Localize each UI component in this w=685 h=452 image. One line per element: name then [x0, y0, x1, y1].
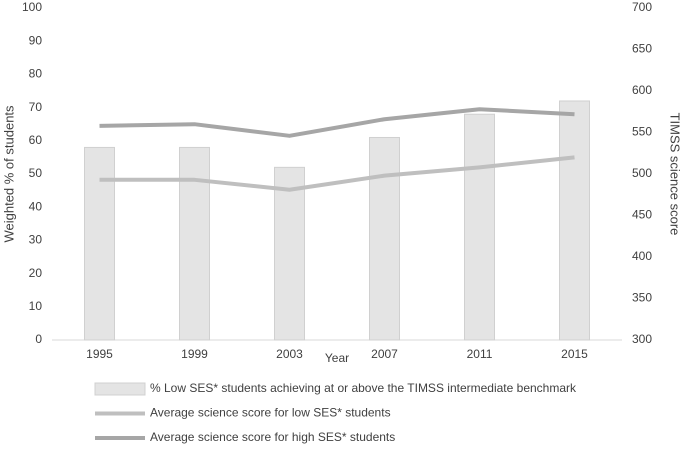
legend-swatch — [94, 382, 146, 396]
bar — [274, 166, 305, 341]
y-tick-label: 60 — [29, 133, 43, 147]
x-axis-title: Year — [325, 351, 349, 365]
y2-tick-label: 350 — [632, 291, 652, 305]
x-tick-label: 2011 — [467, 347, 493, 361]
legend-label: Average science score for low SES* stude… — [150, 406, 391, 420]
y2-tick-label: 400 — [632, 249, 652, 263]
y-tick-label: 20 — [29, 266, 43, 280]
y2-tick-label: 450 — [632, 208, 652, 222]
y2-tick-label: 550 — [632, 125, 652, 139]
x-tick-label: 1995 — [86, 347, 113, 361]
y-tick-label: 80 — [29, 67, 43, 81]
y-tick-label: 90 — [29, 33, 43, 47]
y-tick-label: 0 — [35, 332, 42, 346]
x-tick-label: 2003 — [276, 347, 303, 361]
bar — [179, 146, 210, 341]
x-tick-label: 2007 — [371, 347, 398, 361]
y2-tick-label: 300 — [632, 332, 652, 346]
y-tick-label: 40 — [29, 199, 43, 213]
legend-label: Average science score for high SES* stud… — [150, 430, 395, 444]
y-tick-label: 100 — [22, 0, 42, 14]
y-axis-title: Weighted % of students — [1, 105, 16, 243]
legend-label: % Low SES* students achieving at or abov… — [150, 381, 577, 395]
y2-tick-label: 700 — [632, 0, 652, 14]
x-tick-label: 2015 — [561, 347, 588, 361]
line — [99, 107, 575, 138]
y2-axis-title: TIMSS science score — [668, 113, 683, 236]
y-tick-label: 30 — [29, 233, 43, 247]
line — [99, 155, 575, 192]
y2-tick-label: 650 — [632, 42, 652, 56]
y-tick-label: 50 — [29, 166, 43, 180]
bar — [559, 100, 590, 341]
bar — [84, 146, 115, 341]
bar — [369, 136, 400, 341]
bar — [464, 113, 495, 341]
y-tick-label: 10 — [29, 299, 43, 313]
y-tick-label: 70 — [29, 100, 43, 114]
x-tick-label: 1999 — [181, 347, 208, 361]
y2-tick-label: 600 — [632, 83, 652, 97]
y2-tick-label: 500 — [632, 166, 652, 180]
